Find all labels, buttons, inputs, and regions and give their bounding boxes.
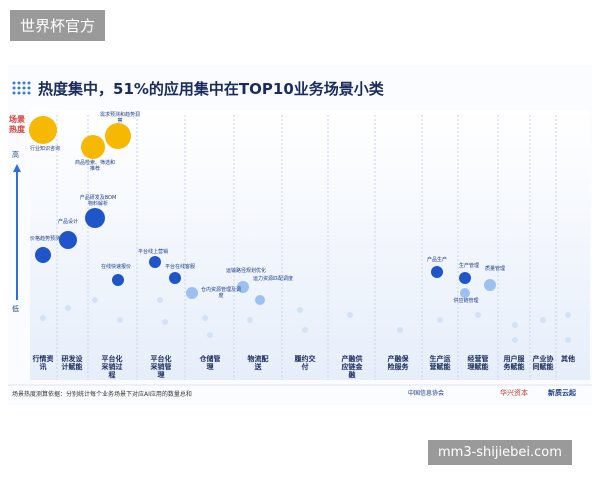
bubble-label: 平台线上营销 — [137, 249, 168, 255]
bubble-label: 生产管理 — [458, 263, 479, 269]
minor-bubbles — [40, 297, 571, 343]
column-separators — [56, 115, 557, 380]
bubble-label: 供应链管理 — [453, 298, 479, 304]
bubble-label: 运力资源匹配调度 — [253, 276, 294, 282]
watermark: mm3-shijiebei.com — [428, 440, 572, 465]
category-label: 经营管理赋能 — [467, 355, 489, 371]
category-label: 其他 — [561, 355, 575, 363]
bubble-label: 在线快速报价 — [100, 264, 131, 270]
bubble-label: 产品设计 — [57, 219, 78, 225]
arrow-head — [13, 164, 21, 172]
footer-note: 场景热度测算依据：分别统计每个业务场景下对应AI应用的数量总和 — [12, 391, 192, 398]
logo: 中国信息协会 — [408, 390, 445, 397]
axis-high: 高 — [12, 151, 19, 159]
category-label: 物流配送 — [247, 355, 269, 371]
bubble-label: 需求预测和趋势洞察 — [100, 112, 141, 124]
category-label: 用户服务赋能 — [503, 355, 525, 371]
plot-bg — [30, 110, 590, 380]
category-label: 行情资讯 — [32, 355, 54, 371]
bubble-label: 运输路径规划优化 — [226, 268, 267, 274]
category-label: 仓储管理 — [199, 355, 221, 371]
bubble-label: 质量管理 — [484, 266, 505, 272]
category-label: 履约交付 — [294, 355, 316, 371]
bubble-label: 商品检索、筛选和推荐 — [75, 160, 116, 172]
bubble-label: 平台在线客服 — [164, 264, 195, 270]
axis-low: 低 — [12, 305, 19, 313]
bubble-label: 价格趋势预测 — [29, 236, 60, 242]
watermark: 世界杯官方 — [10, 10, 106, 41]
category-label: 平台化采销管理 — [150, 355, 172, 379]
category-label: 产融供应链金融 — [341, 355, 363, 379]
category-label: 产业协同赋能 — [532, 355, 554, 371]
logo: 新质云起 — [548, 389, 576, 397]
title-icon — [12, 81, 31, 95]
title: 热度集中，51%的应用集中在TOP10业务场景小类 — [38, 80, 384, 98]
bubble-label: 产品生产 — [426, 257, 447, 263]
bubbles — [29, 116, 496, 305]
bubble-label: 产品研发及BOM物料解析 — [79, 195, 117, 207]
category-label: 产融保险服务 — [387, 355, 409, 371]
category-label: 研发设计赋能 — [61, 355, 83, 371]
bubble-label: 行业知识咨询 — [29, 146, 60, 152]
category-label: 平台化采销过程 — [101, 355, 123, 379]
logo: 华兴资本 — [500, 389, 528, 397]
axis-label: 场景热度 — [9, 115, 25, 134]
category-label: 生产运营赋能 — [429, 355, 451, 371]
bubble-label: 仓内资源管理及调度 — [201, 287, 242, 299]
